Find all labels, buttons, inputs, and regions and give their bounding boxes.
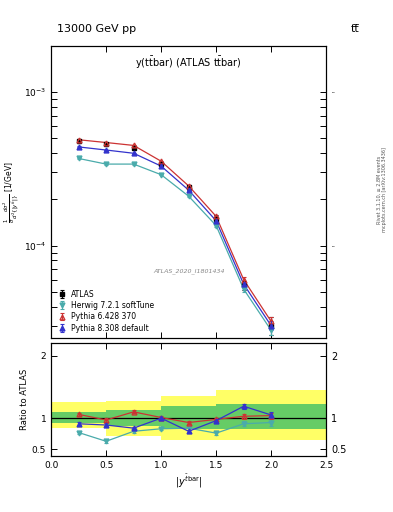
Text: mcplots.cern.ch [arXiv:1306.3436]: mcplots.cern.ch [arXiv:1306.3436] (382, 147, 387, 232)
X-axis label: $|y^{\bar{t}{\rm bar}}|$: $|y^{\bar{t}{\rm bar}}|$ (175, 472, 202, 489)
Text: y(t$\bar{\rm t}$bar) (ATLAS t$\bar{\rm t}$bar): y(t$\bar{\rm t}$bar) (ATLAS t$\bar{\rm t… (135, 55, 242, 71)
Text: tt̅: tt̅ (351, 24, 360, 34)
Text: Rivet 3.1.10, ≥ 2.8M events: Rivet 3.1.10, ≥ 2.8M events (376, 155, 381, 224)
Legend: ATLAS, Herwig 7.2.1 softTune, Pythia 6.428 370, Pythia 8.308 default: ATLAS, Herwig 7.2.1 softTune, Pythia 6.4… (55, 288, 156, 334)
Y-axis label: Ratio to ATLAS: Ratio to ATLAS (20, 369, 29, 430)
Y-axis label: $\frac{1}{\sigma}\frac{d\sigma^{2}}{d^{2}\{|y^{t\bar{t}}|\}}$ [1/GeV]: $\frac{1}{\sigma}\frac{d\sigma^{2}}{d^{2… (2, 161, 22, 223)
Text: 13000 GeV pp: 13000 GeV pp (57, 24, 136, 34)
Text: ATLAS_2020_I1801434: ATLAS_2020_I1801434 (153, 268, 224, 274)
